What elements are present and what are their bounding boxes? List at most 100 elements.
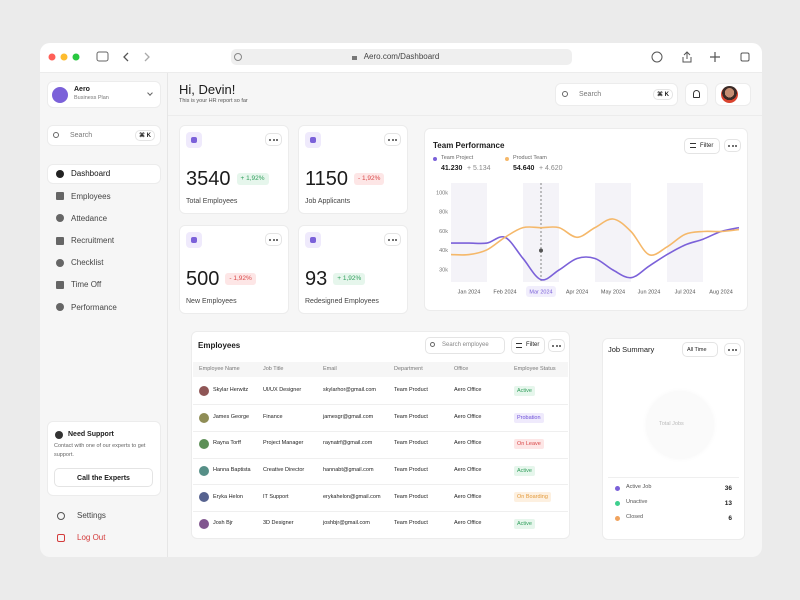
more-button[interactable]	[265, 133, 282, 146]
more-dot	[395, 239, 397, 241]
cell-department: Team Product	[394, 387, 428, 394]
header-search[interactable]	[555, 83, 678, 106]
more-button[interactable]	[384, 233, 401, 246]
employee-search[interactable]	[425, 337, 505, 354]
cell-email: jamesgr@gmail.com	[323, 413, 374, 420]
status-tag: Probation	[514, 412, 544, 423]
more-dot	[731, 349, 734, 351]
legend-change: + 4.620	[539, 165, 563, 173]
legend-label: Active Job	[626, 484, 652, 491]
legend-total: 41.230	[441, 165, 463, 173]
row-divider	[193, 404, 568, 406]
nav-item[interactable]: Dashboard	[71, 169, 111, 179]
cell-email: raynatrf@gmail.com	[323, 440, 373, 447]
table-header-bg	[193, 362, 568, 377]
legend-value: 6	[728, 515, 732, 522]
nav-item[interactable]: Employees	[71, 191, 111, 201]
column-header: Office	[454, 365, 469, 372]
more-dot	[276, 139, 278, 141]
sidebar-divider	[167, 73, 168, 557]
legend-change: + 5.134	[467, 165, 491, 173]
cell-office: Aero Office	[454, 520, 482, 527]
filter-button[interactable]	[511, 337, 545, 354]
sidebar-search[interactable]	[47, 125, 161, 146]
more-dot	[735, 349, 737, 351]
stat-row: 500 - 1,92%	[186, 267, 256, 291]
stat-value: 93	[305, 268, 328, 290]
url-bar[interactable]: Aero.com/Dashboard	[231, 49, 572, 65]
period-select[interactable]: All Time	[682, 342, 718, 357]
stat-change: - 1,92%	[354, 173, 385, 185]
cell-title: UI/UX Designer	[263, 387, 302, 394]
nav-item[interactable]: Attedance	[71, 213, 108, 223]
more-dot	[388, 239, 390, 241]
more-button[interactable]	[265, 233, 282, 246]
employees-title: Employees	[198, 341, 241, 351]
cell-department: Team Product	[394, 440, 428, 447]
cell-email: erykahelon@gmail.com	[323, 493, 381, 500]
status-tag: Active	[514, 519, 535, 529]
row-avatar	[199, 439, 209, 450]
legend-box	[608, 477, 739, 531]
more-dot	[269, 139, 271, 141]
more-dot	[735, 145, 737, 147]
shortcut-badge: ⌘ K	[135, 130, 155, 141]
stat-row: 3540 + 1,92%	[186, 167, 269, 191]
more-dot	[276, 239, 278, 241]
row-avatar	[199, 412, 209, 423]
icon	[56, 236, 64, 245]
cell-title: IT Support	[263, 493, 289, 500]
icon	[56, 170, 64, 178]
settings-link[interactable]: Settings	[77, 511, 106, 521]
workspace-plan: Business Plan	[74, 95, 109, 102]
more-dot	[559, 345, 561, 347]
stat-value: 1150	[305, 168, 349, 190]
row-divider	[193, 430, 568, 432]
more-dot	[391, 239, 394, 241]
bell-icon	[693, 90, 700, 98]
stat-value: 500	[186, 268, 220, 290]
column-header: Job Title	[263, 365, 284, 372]
nav-item[interactable]: Performance	[71, 302, 117, 312]
stat-label: Job Applicants	[305, 198, 351, 206]
cell-title: Creative Director	[263, 466, 305, 473]
job-summary-title: Job Summary	[608, 344, 655, 354]
row-avatar	[199, 465, 209, 476]
legend-dot	[615, 515, 620, 521]
legend-name: Team Project	[441, 155, 474, 162]
search-placeholder: Search	[70, 132, 93, 140]
logout-link[interactable]: Log Out	[77, 533, 106, 543]
legend-label: Unactive	[626, 499, 648, 506]
cell-office: Aero Office	[454, 493, 482, 500]
nav-item[interactable]: Recruitment	[71, 236, 115, 245]
search-icon	[53, 132, 59, 138]
cell-office: Aero Office	[454, 413, 482, 420]
row-divider	[193, 510, 568, 512]
more-dot	[395, 139, 397, 141]
support-button[interactable]: Call the Experts	[54, 468, 153, 487]
legend-value: 36	[724, 485, 732, 492]
icon	[55, 431, 63, 439]
stat-icon-glyph	[191, 137, 197, 143]
stat-row: 93 + 1,92%	[305, 267, 366, 291]
stat-icon-glyph	[310, 137, 316, 143]
shortcut-badge: ⌘ K	[653, 89, 673, 100]
nav-item[interactable]: Time Off	[71, 280, 102, 290]
more-button[interactable]	[724, 343, 741, 356]
icon	[56, 258, 64, 267]
more-button[interactable]	[548, 339, 565, 352]
nav-active-bg[interactable]	[47, 164, 161, 184]
filter-button[interactable]	[684, 138, 720, 154]
nav-item[interactable]: Checklist	[71, 258, 104, 268]
cell-department: Team Product	[394, 413, 428, 420]
row-divider	[193, 457, 568, 459]
column-header: Employee Status	[514, 365, 556, 372]
more-dot	[552, 345, 554, 347]
stat-row: 1150 - 1,92%	[305, 167, 385, 191]
search-icon	[430, 342, 435, 347]
more-button[interactable]	[724, 139, 741, 152]
greeting-subtitle: This is your HR report so far	[179, 98, 248, 105]
more-button[interactable]	[384, 133, 401, 146]
status-tag: On Leave	[514, 439, 544, 450]
